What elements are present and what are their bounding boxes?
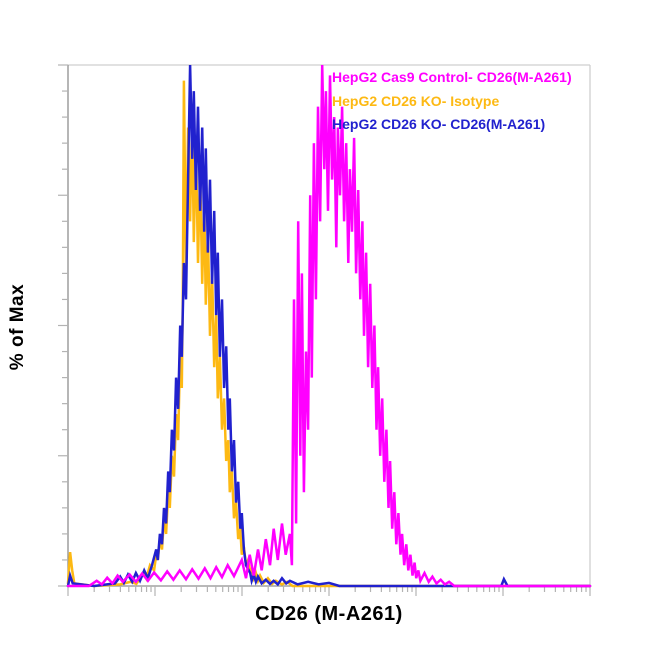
- curve-2: [66, 64, 592, 588]
- legend-item-cas9-control: HepG2 Cas9 Control- CD26(M-A261): [332, 69, 572, 85]
- histogram-curves: [66, 64, 592, 588]
- x-axis-label: CD26 (M-A261): [255, 603, 403, 625]
- curve-0: [66, 64, 592, 588]
- legend-item-ko-isotype: HepG2 CD26 KO- Isotype: [332, 92, 500, 109]
- legend: HepG2 Cas9 Control- CD26(M-A261) HepG2 C…: [332, 66, 572, 137]
- y-axis-label: % of Max: [7, 283, 28, 371]
- curve-1: [66, 80, 592, 588]
- legend-item-ko-cd26: HepG2 CD26 KO- CD26(M-A261): [332, 116, 546, 132]
